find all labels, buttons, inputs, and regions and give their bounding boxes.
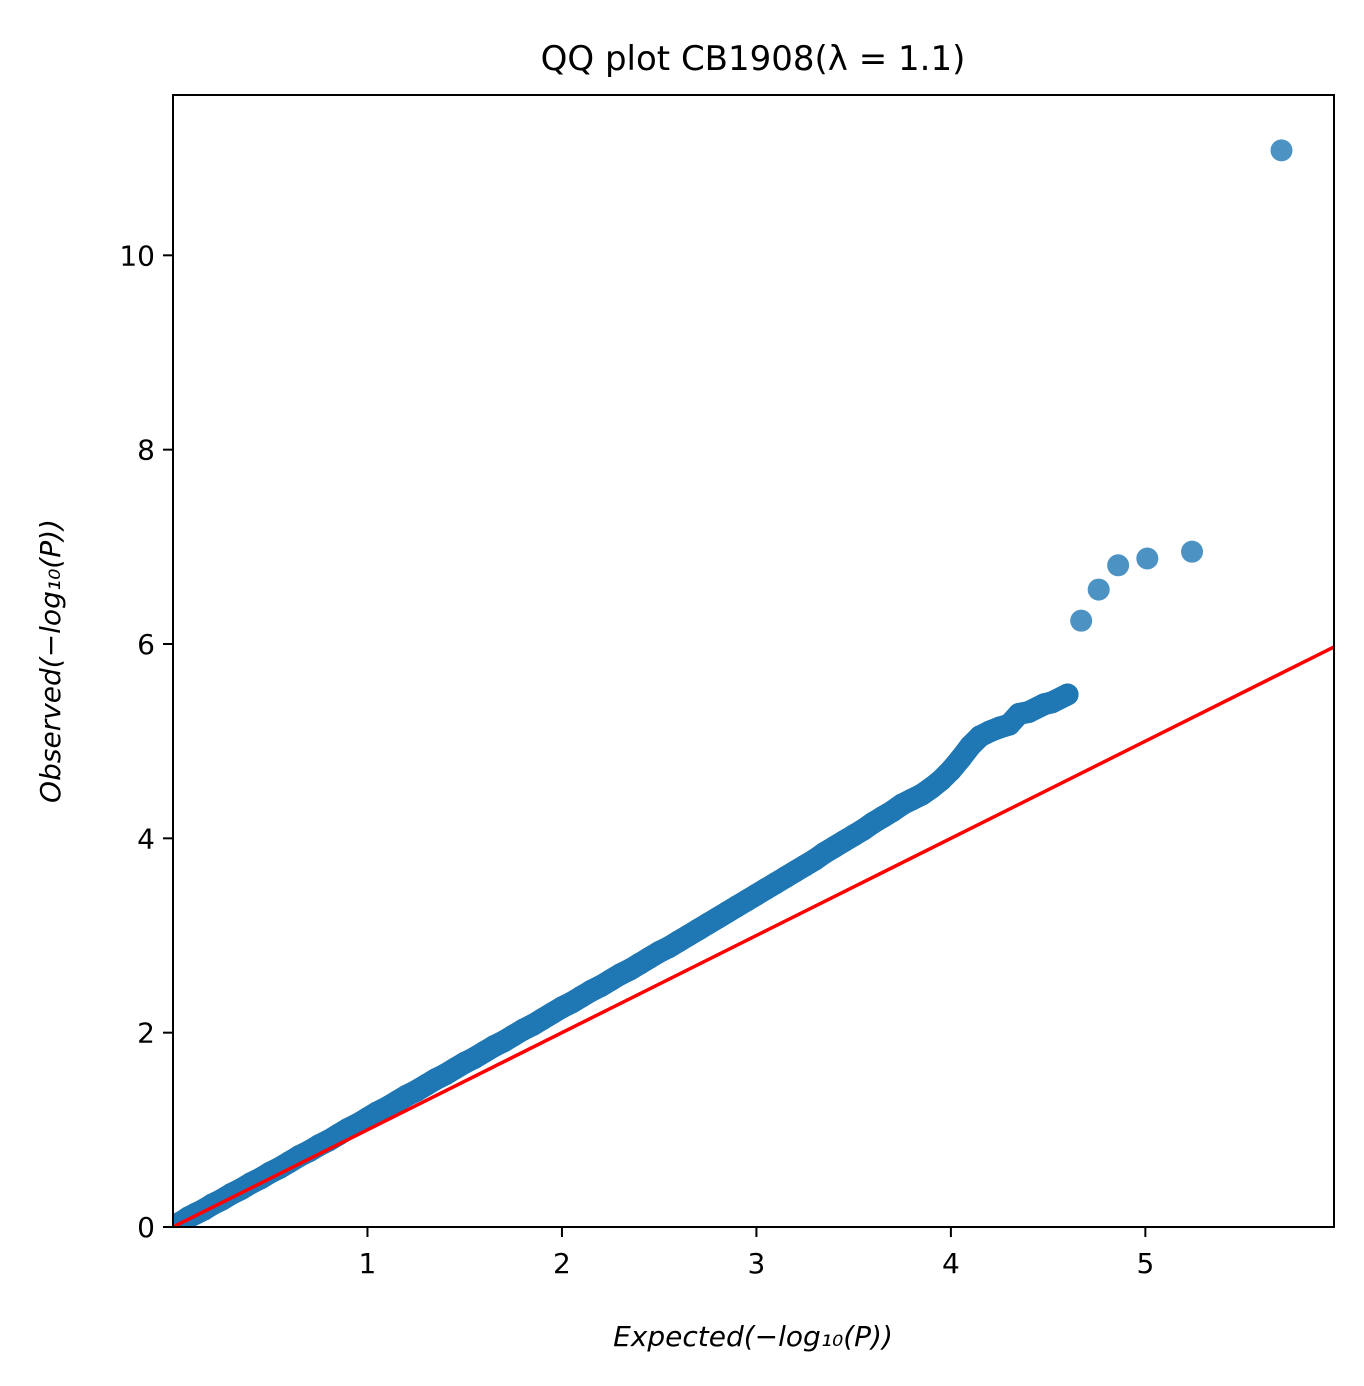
plot-area <box>173 139 1334 1227</box>
data-point <box>1107 554 1130 577</box>
y-tick-label: 4 <box>137 822 155 855</box>
data-point <box>1087 578 1110 601</box>
data-point <box>1270 139 1293 162</box>
y-tick-label: 8 <box>137 434 155 467</box>
x-tick-label: 4 <box>942 1247 960 1280</box>
reference-line <box>173 644 1334 1227</box>
x-tick-label: 5 <box>1136 1247 1154 1280</box>
data-point <box>1070 609 1093 632</box>
plot-frame <box>172 94 1335 1228</box>
y-tick-label: 0 <box>137 1211 155 1244</box>
x-axis-label: Expected(−log₁₀(P)) <box>613 1320 893 1353</box>
x-tick-label: 1 <box>359 1247 377 1280</box>
y-tick-label: 6 <box>137 628 155 661</box>
data-point <box>1136 547 1159 570</box>
x-tick-label: 3 <box>748 1247 766 1280</box>
data-point <box>1181 540 1204 563</box>
scatter-points <box>173 139 1293 1227</box>
y-axis-label: Observed(−log₁₀(P)) <box>34 519 67 803</box>
y-axis-ticks: 0 2 4 6 8 10 <box>119 239 173 1244</box>
data-point <box>1056 683 1079 706</box>
chart-title: QQ plot CB1908(λ = 1.1) <box>541 39 966 79</box>
y-tick-label: 2 <box>137 1017 155 1050</box>
x-tick-label: 2 <box>553 1247 571 1280</box>
y-tick-label: 10 <box>119 239 155 272</box>
x-axis-ticks: 1 2 3 4 5 <box>359 1227 1154 1280</box>
